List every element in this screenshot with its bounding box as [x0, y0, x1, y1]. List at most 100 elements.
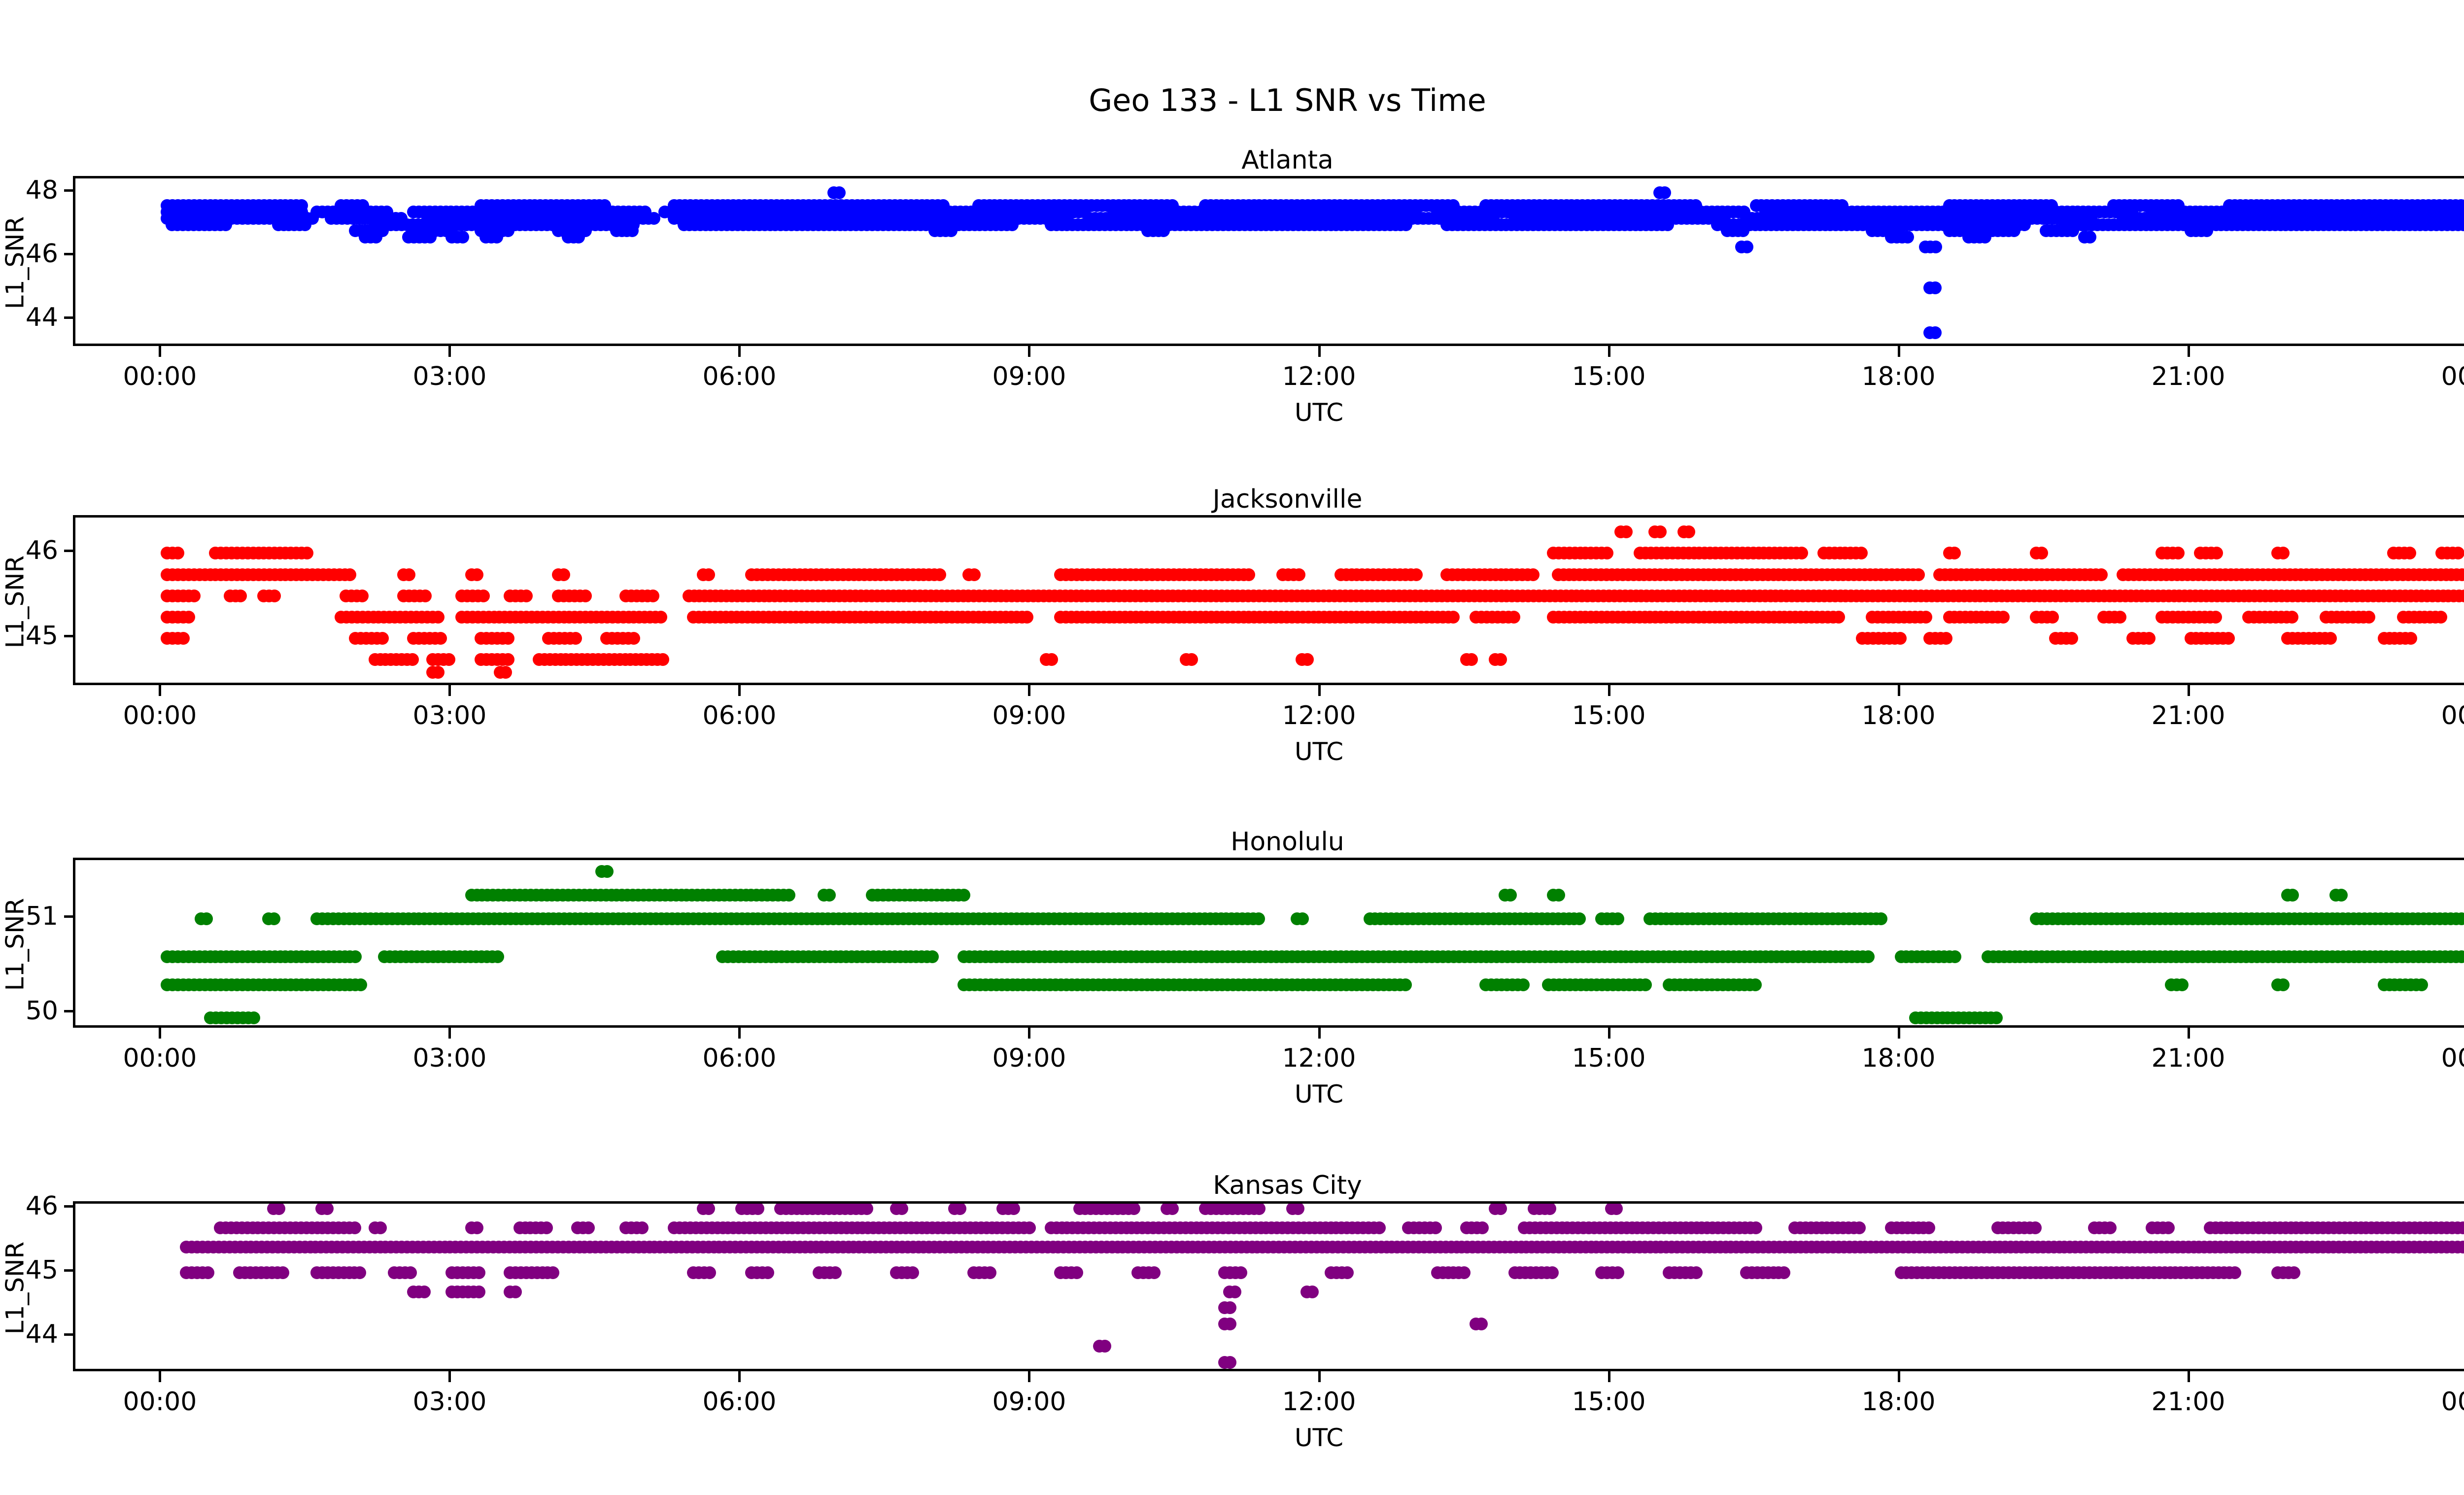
data-point [2334, 888, 2348, 902]
data-point [703, 1266, 717, 1280]
data-point [2362, 610, 2376, 624]
data-point [1912, 568, 1925, 581]
x-tick-mark [1897, 685, 1900, 696]
x-tick-mark [159, 1371, 162, 1382]
data-point [1922, 1221, 1936, 1235]
data-point [2066, 224, 2080, 238]
data-point [957, 888, 970, 902]
x-axis-label: UTC [1294, 737, 1344, 766]
y-tick-mark [64, 189, 73, 192]
data-point [501, 631, 514, 645]
data-point [2285, 610, 2298, 624]
y-tick-mark [64, 1269, 73, 1272]
x-tick-mark [1608, 1028, 1610, 1039]
x-tick-mark [1897, 346, 1900, 357]
y-tick-label: 44 [25, 1319, 58, 1349]
data-point [1340, 1266, 1354, 1280]
x-tick-label: 21:00 [2151, 1043, 2225, 1073]
data-point [343, 568, 357, 581]
data-point [1948, 547, 1961, 560]
data-point [1748, 978, 1762, 991]
data-point [2228, 1266, 2241, 1280]
data-point [895, 1204, 908, 1216]
y-tick-label: 46 [25, 536, 58, 566]
data-point [2161, 1221, 2175, 1235]
data-point [1494, 653, 1507, 666]
x-tick-label: 09:00 [992, 701, 1066, 730]
x-tick-label: 12:00 [1282, 1043, 1356, 1073]
x-tick-mark [159, 1028, 162, 1039]
data-point [272, 1204, 285, 1216]
y-tick-label: 51 [25, 901, 58, 931]
data-point [2276, 978, 2290, 991]
data-point [1852, 1221, 1866, 1235]
data-point [456, 231, 470, 244]
data-point [1242, 568, 1256, 581]
data-point [752, 1204, 765, 1216]
data-point [348, 1221, 361, 1235]
x-axis-label: UTC [1294, 1080, 1344, 1109]
x-tick-label: 00:00 [123, 1387, 197, 1417]
data-point [276, 1266, 289, 1280]
data-point [569, 631, 582, 645]
data-point [403, 568, 416, 581]
x-tick-mark [1897, 1028, 1900, 1039]
data-point [299, 218, 312, 231]
subplot-title: Atlanta [1241, 145, 1334, 175]
y-tick-label: 45 [25, 621, 58, 651]
data-point [1224, 1301, 1237, 1315]
data-point [860, 1204, 873, 1216]
data-point [1070, 1266, 1084, 1280]
data-point [2035, 547, 2048, 560]
data-point [1157, 224, 1170, 238]
x-tick-mark [2187, 1028, 2190, 1039]
y-tick-label: 48 [25, 175, 58, 206]
data-point [1165, 1204, 1179, 1216]
x-tick-mark [738, 685, 741, 696]
x-tick-mark [2187, 685, 2190, 696]
data-point [1291, 1204, 1304, 1216]
data-point [2104, 1221, 2117, 1235]
x-tick-mark [159, 685, 162, 696]
data-point [1234, 1266, 1248, 1280]
data-point [1372, 1221, 1386, 1235]
x-tick-mark [448, 1028, 451, 1039]
data-point [1306, 1285, 1319, 1298]
data-point [2404, 631, 2418, 645]
data-point [268, 589, 281, 602]
data-point [432, 665, 445, 679]
data-point [1399, 978, 1412, 991]
data-point [1252, 912, 1266, 925]
x-tick-label: 12:00 [1282, 362, 1356, 391]
data-point [477, 589, 490, 602]
data-point [490, 231, 503, 244]
data-point [1543, 1204, 1557, 1216]
y-axis-label: L1_SNR [0, 1241, 29, 1334]
data-point [1409, 568, 1423, 581]
data-point [582, 1221, 595, 1235]
data-point [1989, 1011, 2003, 1025]
data-point [1661, 218, 1675, 231]
y-tick-mark [64, 316, 73, 319]
y-tick-mark [64, 1205, 73, 1208]
data-point [967, 568, 981, 581]
data-point [491, 950, 504, 963]
data-point [702, 568, 715, 581]
x-tick-label: 09:00 [992, 362, 1066, 391]
subplot-title: Jacksonville [1212, 485, 1363, 514]
data-point [1527, 568, 1540, 581]
data-point [832, 186, 846, 200]
x-tick-label: 21:00 [2151, 701, 2225, 730]
data-point [1653, 525, 1667, 539]
data-point [376, 631, 389, 645]
data-point [2287, 1266, 2300, 1280]
y-tick-mark [64, 550, 73, 553]
data-point [540, 1221, 553, 1235]
data-point [2276, 547, 2290, 560]
data-point [2324, 631, 2337, 645]
data-point [572, 231, 585, 244]
data-point [1778, 1266, 1791, 1280]
data-point [656, 653, 669, 666]
y-tick-mark [64, 1333, 73, 1336]
data-point [419, 589, 432, 602]
